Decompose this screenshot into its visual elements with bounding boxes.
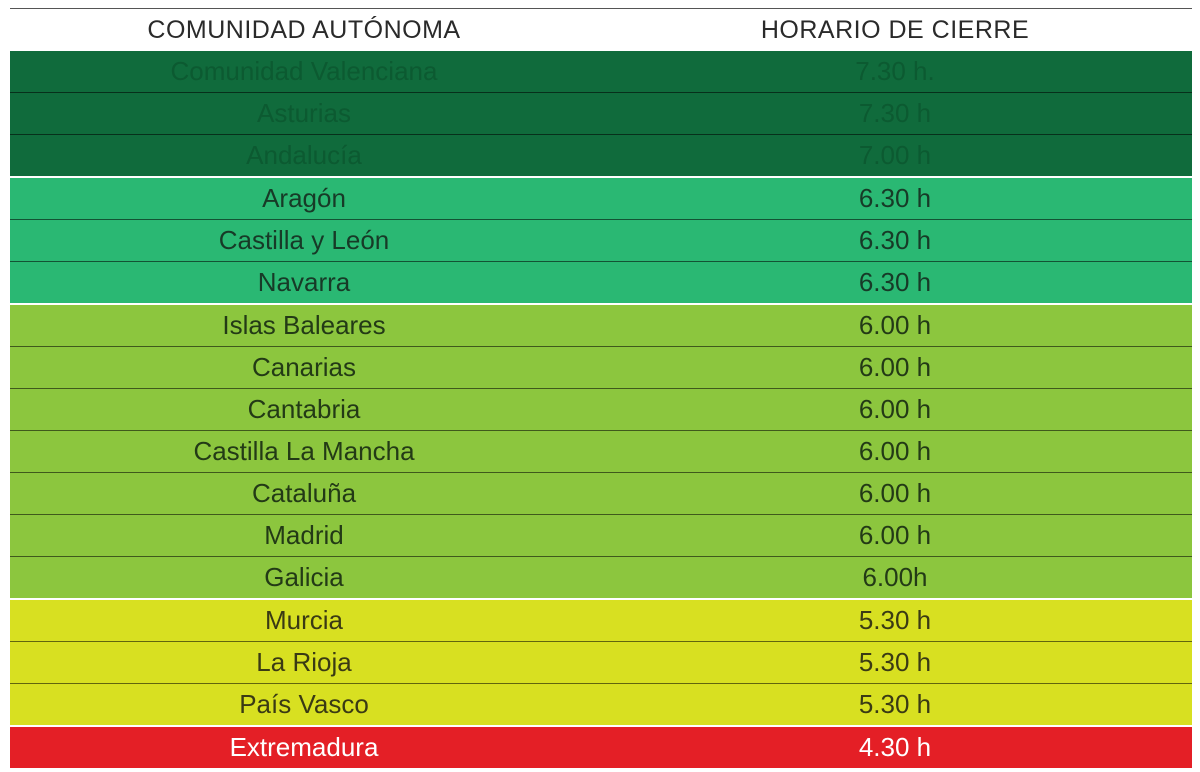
region-cell: Canarias — [251, 352, 357, 382]
table-row: Murcia 5.30 h — [10, 600, 1192, 642]
region-cell: Madrid — [264, 520, 344, 550]
top-rule — [10, 8, 1192, 9]
region-cell: Comunidad Valenciana — [170, 56, 438, 86]
region-cell: Castilla y León — [218, 225, 390, 255]
closing-time-cell: 6.00 h — [858, 520, 932, 550]
table-row: Cataluña 6.00 h — [10, 473, 1192, 515]
region-cell: Cataluña — [251, 478, 357, 508]
closing-time-cell: 6.00 h — [858, 310, 932, 340]
region-cell: Andalucía — [246, 140, 362, 170]
table-row: Islas Baleares 6.00 h — [10, 305, 1192, 347]
region-cell: Asturias — [257, 98, 351, 128]
table-row: Castilla y León 6.30 h — [10, 220, 1192, 262]
closing-time-cell: 6.30 h — [858, 267, 932, 297]
table-body: Comunidad Valenciana 7.30 h. Asturias 7.30 … — [10, 51, 1192, 768]
region-cell: País Vasco — [239, 689, 369, 719]
header-region: COMUNIDAD AUTÓNOMA — [147, 15, 461, 44]
closing-time-cell: 7.30 h. — [855, 56, 935, 86]
closing-hours-table: COMUNIDAD AUTÓNOMA HORARIO DE CIERRE Com… — [10, 8, 1192, 768]
region-cell: Navarra — [257, 267, 351, 297]
region-cell: La Rioja — [256, 647, 352, 677]
table-header: COMUNIDAD AUTÓNOMA HORARIO DE CIERRE — [10, 9, 1192, 51]
closing-time-cell: 6.00 h — [858, 352, 932, 382]
closing-time-cell: 7.30 h — [858, 98, 932, 128]
region-cell: Cantabria — [247, 394, 361, 424]
table-row: Castilla La Mancha 6.00 h — [10, 431, 1192, 473]
closing-time-cell: 6.00 h — [858, 436, 932, 466]
table-row: La Rioja 5.30 h — [10, 642, 1192, 684]
closing-time-cell: 6.00h — [862, 562, 928, 592]
table-row: Aragón 6.30 h — [10, 178, 1192, 220]
region-cell: Islas Baleares — [222, 310, 386, 340]
table-row: Extremadura 4.30 h — [10, 727, 1192, 768]
closing-time-cell: 5.30 h — [858, 689, 932, 719]
table-row: Cantabria 6.00 h — [10, 389, 1192, 431]
closing-time-cell: 5.30 h — [858, 605, 932, 635]
table-row: Asturias 7.30 h — [10, 93, 1192, 135]
region-cell: Aragón — [262, 183, 346, 213]
table-row: Andalucía 7.00 h — [10, 135, 1192, 178]
table-row: País Vasco 5.30 h — [10, 684, 1192, 727]
closing-time-cell: 6.00 h — [858, 394, 932, 424]
table-row: Canarias 6.00 h — [10, 347, 1192, 389]
closing-time-cell: 6.30 h — [858, 183, 932, 213]
region-cell: Murcia — [264, 605, 343, 635]
table-row: Galicia 6.00h — [10, 557, 1192, 600]
table-row: Comunidad Valenciana 7.30 h. — [10, 51, 1192, 93]
closing-time-cell: 6.00 h — [858, 478, 932, 508]
region-cell: Extremadura — [229, 732, 379, 762]
region-cell: Galicia — [264, 562, 344, 592]
table-row: Madrid 6.00 h — [10, 515, 1192, 557]
region-cell: Castilla La Mancha — [193, 436, 415, 466]
header-closing-time: HORARIO DE CIERRE — [760, 15, 1030, 44]
closing-time-cell: 6.30 h — [858, 225, 932, 255]
table-row: Navarra 6.30 h — [10, 262, 1192, 305]
closing-time-cell: 7.00 h — [858, 140, 932, 170]
closing-time-cell: 4.30 h — [858, 732, 932, 762]
closing-time-cell: 5.30 h — [858, 647, 932, 677]
